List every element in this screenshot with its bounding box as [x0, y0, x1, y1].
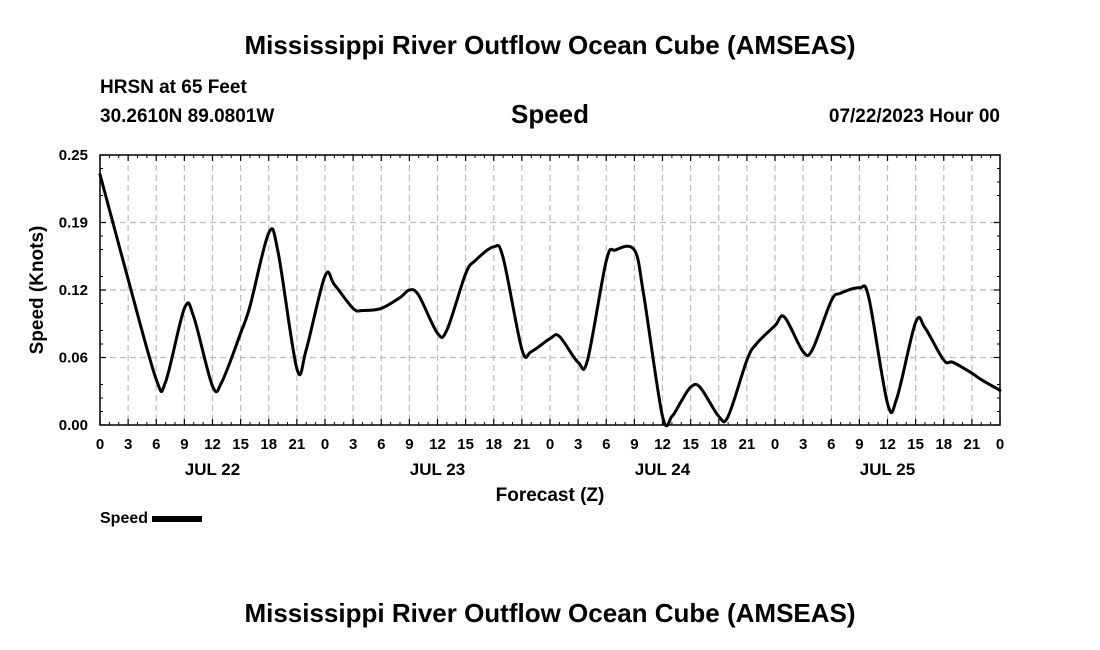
- station-label: HRSN at 65 Feet: [100, 77, 247, 98]
- forecast-date: 07/22/2023 Hour 00: [828, 106, 1000, 127]
- y-tick-label: 0.25: [59, 147, 88, 164]
- x-tick-label: 12: [429, 436, 446, 453]
- x-tick-label: 21: [964, 436, 981, 453]
- y-axis-title: Speed (Knots): [27, 226, 48, 355]
- x-tick-label: 3: [799, 436, 807, 453]
- x-tick-label: 18: [935, 436, 952, 453]
- x-tick-label: 3: [124, 436, 132, 453]
- x-tick-label: 15: [682, 436, 699, 453]
- x-tick-label: 6: [827, 436, 835, 453]
- x-tick-label: 6: [152, 436, 160, 453]
- x-tick-label: 12: [654, 436, 671, 453]
- plot-frame: [99, 154, 1001, 426]
- x-tick-label: 9: [630, 436, 638, 453]
- y-tick-label: 0.12: [59, 282, 88, 299]
- chart-footer-title: Mississippi River Outflow Ocean Cube (AM…: [244, 598, 856, 628]
- legend-label: Speed: [100, 510, 149, 527]
- x-tick-label: 9: [405, 436, 413, 453]
- legend-swatch: [152, 516, 203, 522]
- x-tick-label: 21: [289, 436, 306, 453]
- speed-series-line: [98, 172, 1002, 428]
- x-tick-label: 18: [260, 436, 277, 453]
- x-tick-label: 15: [907, 436, 924, 453]
- coordinates-label: 30.2610N 89.0801W: [100, 106, 275, 127]
- x-tick-label: 12: [204, 436, 221, 453]
- x-tick-label: 21: [739, 436, 756, 453]
- x-tick-label: 0: [96, 436, 104, 453]
- x-tick-label: 0: [321, 436, 329, 453]
- x-tick-label: 3: [574, 436, 582, 453]
- x-tick-label: 9: [180, 436, 188, 453]
- y-tick-label: 0.00: [59, 417, 88, 434]
- x-tick-label: 3: [349, 436, 357, 453]
- y-tick-label: 0.19: [59, 215, 88, 232]
- y-tick-label: 0.06: [59, 350, 88, 367]
- x-tick-label: 0: [546, 436, 554, 453]
- x-tick-label: 0: [996, 436, 1004, 453]
- x-tick-label: 12: [879, 436, 896, 453]
- legend: Speed: [100, 510, 203, 528]
- x-tick-label: 21: [514, 436, 531, 453]
- x-tick-label: 15: [232, 436, 249, 453]
- day-label: JUL 23: [410, 460, 465, 479]
- x-tick-label: 6: [377, 436, 385, 453]
- x-tick-label: 18: [485, 436, 502, 453]
- day-label: JUL 25: [860, 460, 915, 479]
- plot-title: Speed: [510, 99, 590, 129]
- x-tick-label: 0: [771, 436, 779, 453]
- x-tick-label: 6: [602, 436, 610, 453]
- day-label: JUL 22: [185, 460, 240, 479]
- x-tick-label: 15: [457, 436, 474, 453]
- day-label: JUL 24: [635, 460, 691, 479]
- chart-main-title: Mississippi River Outflow Ocean Cube (AM…: [244, 30, 856, 60]
- x-tick-label: 9: [855, 436, 863, 453]
- x-tick-label: 18: [710, 436, 727, 453]
- x-axis-title: Forecast (Z): [496, 485, 605, 506]
